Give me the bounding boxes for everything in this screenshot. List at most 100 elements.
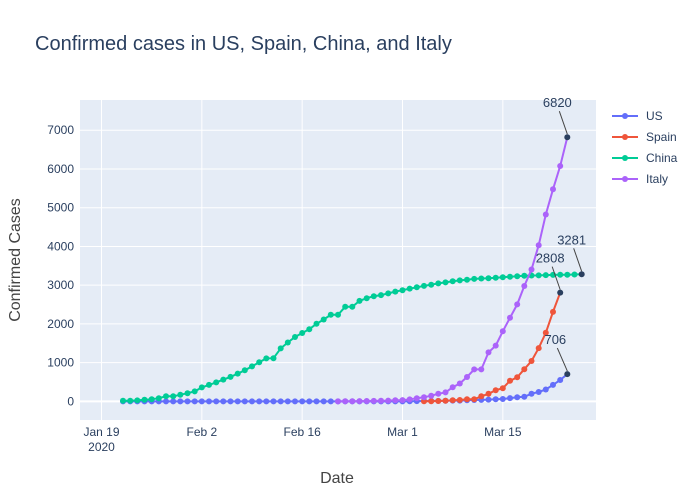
data-point <box>507 395 513 402</box>
data-point <box>406 285 413 292</box>
data-point <box>478 275 485 282</box>
legend-item-china: China <box>612 151 678 165</box>
annotation-arrow <box>551 266 561 290</box>
data-point <box>456 380 463 387</box>
data-point <box>521 366 528 373</box>
data-point <box>421 394 427 401</box>
data-point <box>342 303 349 310</box>
legend-marker <box>622 176 628 182</box>
data-point <box>428 281 435 288</box>
data-point <box>256 359 263 366</box>
y-tick-label: 5000 <box>47 201 74 215</box>
annotation-label: 6820 <box>543 95 572 110</box>
data-point <box>449 397 456 404</box>
data-point <box>471 396 478 403</box>
gridlines <box>80 100 596 420</box>
legend-marker <box>622 134 628 140</box>
data-point <box>306 398 313 405</box>
data-point <box>485 390 492 397</box>
legend-label: China <box>646 151 678 165</box>
data-point <box>413 395 420 402</box>
annotation-label: 2808 <box>536 251 565 266</box>
x-tick-label: Mar 1 <box>387 425 418 439</box>
data-point <box>227 398 234 405</box>
data-point <box>492 387 499 394</box>
data-point <box>478 366 485 373</box>
data-point <box>542 329 549 336</box>
data-point <box>177 391 184 398</box>
data-point <box>320 316 327 323</box>
data-point <box>349 398 356 405</box>
data-point <box>528 266 535 273</box>
legend-item-spain: Spain <box>612 130 677 144</box>
data-point <box>170 398 177 405</box>
y-tick-label: 7000 <box>47 123 74 137</box>
data-point <box>492 396 499 403</box>
data-point <box>535 242 542 249</box>
data-point <box>335 398 341 405</box>
x-axis-title: Date <box>320 470 354 487</box>
data-point <box>399 397 406 404</box>
data-point <box>198 398 205 405</box>
data-point <box>220 376 227 383</box>
data-point <box>320 398 327 405</box>
y-tick-label: 6000 <box>47 162 74 176</box>
data-point <box>163 398 169 405</box>
annotation-arrow <box>558 111 568 135</box>
annotation-label: 3281 <box>557 232 586 247</box>
data-point <box>507 377 513 384</box>
data-point <box>564 271 571 278</box>
y-tick-label: 2000 <box>47 317 74 331</box>
data-point <box>413 284 420 291</box>
data-point <box>428 392 435 399</box>
series-italy <box>335 134 571 405</box>
data-point <box>564 371 571 378</box>
data-point <box>191 398 198 405</box>
data-point <box>313 320 320 327</box>
data-point <box>191 388 198 395</box>
data-point <box>385 290 392 297</box>
data-point <box>514 273 521 280</box>
data-point <box>206 381 212 388</box>
data-point <box>464 396 470 403</box>
data-point <box>241 398 248 405</box>
legend-label: Spain <box>646 130 677 144</box>
data-point <box>442 397 449 404</box>
x-tick-sublabel: 2020 <box>88 440 115 454</box>
data-point <box>313 398 320 405</box>
data-point <box>421 282 427 289</box>
data-point <box>363 295 370 302</box>
plot-area <box>80 100 596 420</box>
data-point <box>170 393 177 400</box>
series-spain <box>421 289 564 405</box>
legend-marker <box>622 113 628 119</box>
data-point <box>249 398 255 405</box>
data-point <box>256 398 263 405</box>
data-point <box>385 397 392 404</box>
data-point <box>370 293 377 300</box>
data-point <box>535 272 542 279</box>
x-tick-label: Mar 15 <box>484 425 522 439</box>
data-point <box>435 390 442 397</box>
chart-title: Confirmed cases in US, Spain, China, and… <box>35 33 452 55</box>
annotation-arrow <box>556 347 568 372</box>
data-point <box>263 398 270 405</box>
data-point <box>485 349 492 356</box>
y-tick-label: 4000 <box>47 239 74 253</box>
data-point <box>299 398 306 405</box>
y-tick-label: 0 <box>67 394 74 408</box>
data-point <box>220 398 227 405</box>
data-point <box>392 397 399 404</box>
data-point <box>464 374 470 380</box>
data-point <box>270 355 277 362</box>
data-point <box>550 308 556 315</box>
data-point <box>471 275 478 282</box>
data-point <box>492 342 499 349</box>
data-point <box>507 273 513 280</box>
data-point <box>406 396 413 403</box>
data-point <box>464 276 470 283</box>
data-point <box>206 398 212 405</box>
x-tick-label: Feb 16 <box>283 425 321 439</box>
